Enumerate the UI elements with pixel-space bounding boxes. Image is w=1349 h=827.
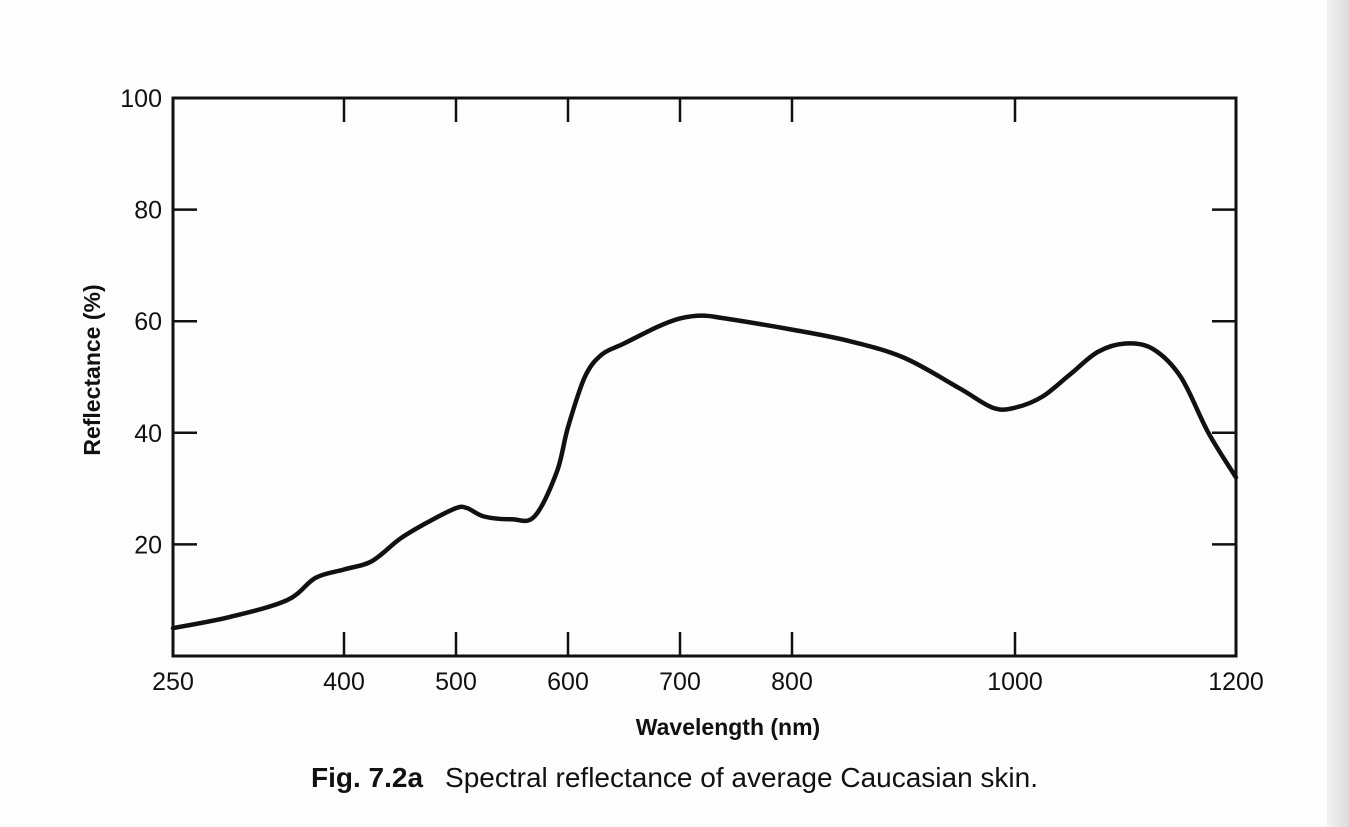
y-axis-title: Reflectance (%) (79, 284, 105, 455)
series-group (170, 313, 1239, 631)
page-edge-shadow (1327, 0, 1349, 827)
y-tick-label-60: 60 (134, 308, 162, 336)
y-tick-label-40: 40 (134, 420, 162, 448)
x-tick-label-1000: 1000 (987, 668, 1043, 696)
plot-border (171, 96, 1238, 658)
x-tick-label-600: 600 (547, 668, 589, 696)
x-tick-labels: 250 400 500 600 700 800 1000 1200 (152, 668, 1264, 696)
x-tick-label-500: 500 (435, 668, 477, 696)
figure-number: Fig. 7.2a (310, 762, 424, 793)
figure-caption: Fig. 7.2a Spectral reflectance of average… (0, 762, 1349, 794)
reflectance-series-line-0 (170, 313, 1239, 631)
x-tick-label-250: 250 (152, 668, 194, 696)
plot-frame (171, 96, 1238, 658)
y-tick-label-100: 100 (120, 85, 162, 113)
x-tick-label-800: 800 (771, 668, 813, 696)
caption-text: Spectral reflectance of average Caucasia… (445, 762, 1039, 793)
x-tick-label-1200: 1200 (1208, 668, 1264, 696)
x-tick-label-700: 700 (659, 668, 701, 696)
y-tick-label-20: 20 (134, 531, 162, 559)
y-tick-label-80: 80 (134, 197, 162, 225)
y-tick-labels: 20 40 60 80 100 (120, 85, 162, 559)
axis-ticks (173, 98, 1236, 656)
x-tick-label-400: 400 (323, 668, 365, 696)
x-axis-title: Wavelength (nm) (636, 714, 820, 740)
